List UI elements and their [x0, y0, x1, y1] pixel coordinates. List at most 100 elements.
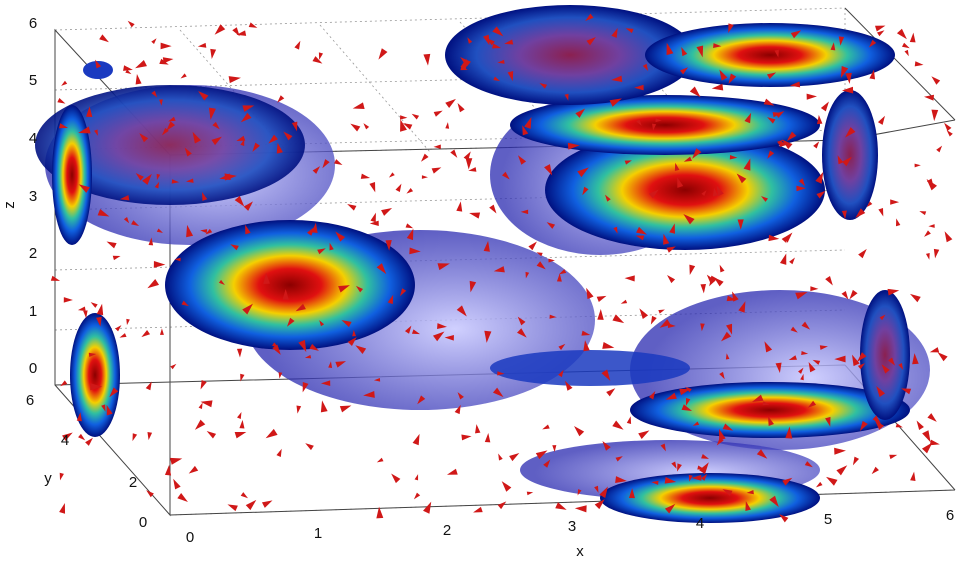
field-arrow: [279, 372, 283, 378]
field-arrow: [597, 296, 607, 302]
plot-3d: 0123456x0246y0123456z: [0, 0, 956, 560]
field-arrow: [944, 123, 951, 131]
field-arrow: [340, 405, 352, 412]
field-arrow: [509, 453, 519, 461]
field-arrow: [126, 319, 130, 325]
field-arrow: [826, 477, 837, 486]
field-arrow: [334, 159, 342, 165]
z-tick-label: 6: [29, 15, 37, 32]
field-arrow: [890, 199, 899, 204]
field-arrow: [64, 297, 73, 302]
field-arrow: [305, 443, 314, 450]
field-arrow: [700, 284, 706, 293]
field-arrow: [849, 290, 857, 300]
field-arrow: [262, 500, 273, 507]
field-arrow: [445, 99, 456, 108]
field-arrow: [161, 43, 172, 50]
field-arrow: [249, 22, 258, 28]
field-arrow: [381, 208, 392, 216]
field-arrow: [389, 172, 395, 177]
field-arrow: [414, 493, 420, 500]
field-arrow: [780, 253, 786, 264]
field-arrow: [413, 434, 420, 445]
z-axis-label: z: [1, 201, 18, 209]
field-arrow: [189, 466, 199, 474]
z-tick-label: 0: [29, 360, 37, 377]
field-arrow: [897, 29, 907, 40]
field-arrow: [475, 424, 480, 433]
field-arrow: [422, 175, 428, 179]
field-arrow: [858, 249, 867, 258]
field-arrow: [378, 48, 387, 59]
x-tick-label: 6: [946, 507, 954, 524]
field-arrow: [714, 277, 724, 286]
field-arrow: [810, 286, 818, 291]
field-arrow: [937, 352, 947, 361]
field-arrow: [947, 130, 953, 136]
field-arrow: [930, 440, 940, 446]
field-arrow: [924, 230, 931, 236]
field-arrow: [312, 56, 322, 64]
field-arrow: [370, 213, 375, 223]
field-arrow: [853, 457, 859, 466]
field-arrow: [928, 224, 934, 228]
field-arrow: [128, 21, 135, 28]
field-arrow: [151, 38, 156, 44]
ellipsoids: [35, 5, 930, 523]
field-arrow: [136, 74, 142, 84]
field-arrow: [347, 204, 356, 211]
field-arrow: [542, 424, 550, 429]
field-arrow: [246, 500, 257, 510]
field-arrow: [917, 420, 924, 430]
field-arrow: [447, 469, 458, 475]
field-arrow: [789, 257, 795, 264]
field-arrow: [132, 433, 137, 441]
field-arrow: [232, 27, 239, 36]
field-arrow: [107, 241, 117, 248]
field-arrow: [412, 114, 419, 120]
field-arrow: [612, 421, 623, 430]
x-axis-label: x: [576, 543, 584, 560]
x-tick-label: 2: [443, 522, 451, 539]
field-arrow: [527, 492, 533, 496]
field-arrow: [423, 54, 430, 66]
field-arrow: [391, 474, 400, 484]
field-arrow: [60, 380, 67, 386]
field-arrow: [528, 242, 537, 251]
field-arrow: [910, 33, 916, 43]
field-arrow: [930, 347, 939, 352]
z-tick-label: 4: [29, 130, 37, 147]
field-arrow: [60, 473, 64, 481]
field-arrow: [141, 330, 150, 337]
field-arrow: [878, 116, 885, 125]
field-arrow: [113, 256, 121, 260]
field-arrow: [181, 73, 187, 78]
field-arrow: [170, 458, 182, 465]
field-arrow: [59, 503, 65, 514]
field-arrow: [445, 122, 449, 129]
field-arrow: [927, 413, 936, 422]
field-arrow: [889, 455, 897, 459]
y-tick-label: 2: [129, 474, 137, 491]
field-arrow: [229, 76, 241, 83]
field-arrow: [915, 164, 921, 168]
field-arrow: [638, 430, 649, 439]
x-tick-label: 0: [186, 529, 194, 546]
field-arrow: [919, 211, 926, 215]
field-arrow: [421, 154, 429, 162]
field-arrow: [877, 30, 884, 36]
field-arrow: [574, 426, 584, 436]
field-arrow: [821, 101, 829, 111]
field-arrow: [195, 420, 205, 430]
field-arrow: [924, 95, 934, 101]
field-arrow: [825, 276, 833, 286]
field-arrow: [369, 182, 375, 192]
field-arrow: [934, 249, 939, 258]
field-arrow: [276, 449, 281, 457]
z-tick-label: 5: [29, 72, 37, 89]
field-arrow: [931, 110, 938, 121]
field-arrow: [625, 275, 635, 281]
z-tick-label: 3: [29, 188, 37, 205]
field-arrow: [266, 429, 278, 438]
field-arrow: [910, 294, 921, 302]
